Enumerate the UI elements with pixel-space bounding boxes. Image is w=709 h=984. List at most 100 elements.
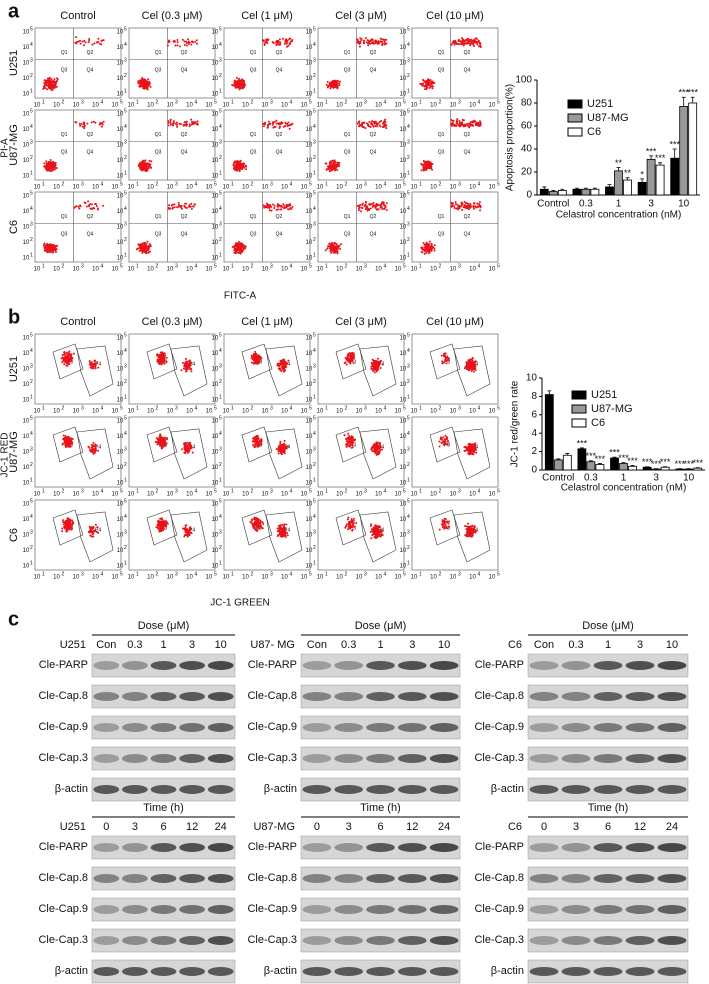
cell-dot [343, 434, 346, 437]
cell-dot [461, 118, 464, 121]
cell-dot [464, 206, 467, 209]
cell-dot [287, 359, 290, 362]
tick-exponent: 4 [407, 206, 410, 212]
cell-dot [233, 81, 236, 84]
tick-base: 10 [400, 61, 407, 67]
cell-dot [367, 39, 370, 42]
panel-label: b [8, 306, 20, 328]
cell-dot [470, 42, 473, 45]
tick-exponent: 3 [175, 263, 178, 269]
plot-frame [128, 27, 216, 99]
tick-exponent: 1 [419, 488, 422, 494]
tick-base: 10 [400, 158, 407, 164]
tick-base: 10 [489, 267, 496, 273]
tick-exponent: 2 [219, 379, 222, 385]
tick-exponent: 4 [290, 263, 293, 269]
quadrant-label: Q4 [276, 231, 283, 237]
cell-dot [285, 205, 288, 208]
cell-dot [457, 124, 460, 127]
cell-dot [169, 121, 172, 124]
cell-dot [334, 164, 337, 167]
tick-exponent: 3 [313, 363, 316, 369]
tick-exponent: 4 [195, 99, 198, 105]
cell-dot [234, 164, 237, 167]
cell-dot [181, 448, 184, 451]
cell-dot [336, 252, 339, 255]
cell-dot [277, 452, 280, 455]
cell-dot [287, 204, 290, 207]
cell-dot [351, 438, 354, 441]
cell-dot [94, 121, 97, 124]
cell-dot [185, 361, 188, 364]
cell-dot [464, 449, 467, 452]
tick-exponent: 5 [313, 108, 316, 114]
tick-exponent: 4 [290, 181, 293, 187]
cell-dot [51, 163, 54, 166]
tick-exponent: 3 [30, 57, 33, 63]
cell-dot [45, 247, 48, 250]
tick-base: 10 [223, 103, 230, 109]
cell-dot [278, 204, 281, 207]
cell-dot [143, 161, 146, 164]
tick-base: 10 [306, 419, 313, 425]
tick-base: 10 [117, 225, 124, 231]
cell-dot [479, 120, 482, 123]
cell-dot [181, 361, 184, 364]
cell-dot [190, 362, 193, 365]
cell-dot [284, 365, 287, 368]
tick-base: 10 [117, 209, 124, 215]
cell-dot [338, 161, 341, 164]
cell-dot [187, 363, 190, 366]
tick-base: 10 [336, 103, 343, 109]
cell-dot [474, 444, 477, 447]
cell-dot [52, 84, 55, 87]
plot-frame [411, 416, 499, 488]
cell-dot [283, 439, 286, 442]
tick-base: 10 [301, 267, 308, 273]
tick-base: 10 [23, 158, 30, 164]
tick-exponent: 2 [30, 545, 33, 551]
cell-dot [281, 122, 284, 125]
cell-dot [190, 40, 193, 43]
tick-exponent: 3 [407, 57, 410, 63]
cell-dot [234, 249, 237, 252]
cell-dot [279, 43, 282, 46]
cell-dot [375, 367, 378, 370]
cell-dot [446, 439, 449, 442]
cell-dot [352, 361, 355, 364]
cell-dot [349, 355, 352, 358]
cell-dot [473, 365, 476, 368]
cell-dot [176, 125, 179, 128]
tick-base: 10 [469, 185, 476, 191]
cell-dot [372, 365, 375, 368]
tick-exponent: 4 [30, 431, 33, 437]
cell-dot [160, 447, 163, 450]
cell-dot [252, 440, 255, 443]
cell-dot [141, 76, 144, 79]
cell-dot [476, 124, 479, 127]
tick-exponent: 2 [156, 181, 159, 187]
tick-exponent: 3 [364, 405, 367, 411]
tick-base: 10 [301, 103, 308, 109]
quadrant-label: Q1 [61, 132, 68, 138]
cell-dot [376, 360, 379, 363]
tick-base: 10 [489, 185, 496, 191]
tick-exponent: 2 [219, 237, 222, 243]
cell-dot [468, 126, 471, 129]
cell-dot [88, 359, 91, 362]
tick-exponent: 2 [156, 99, 159, 105]
cell-dot [42, 87, 45, 90]
tick-exponent: 5 [30, 108, 33, 114]
cell-dot [91, 43, 94, 46]
cell-dot [468, 38, 471, 41]
plot-frame [317, 333, 405, 405]
tick-exponent: 5 [403, 181, 406, 187]
tick-base: 10 [301, 492, 308, 498]
cell-dot [65, 358, 68, 361]
cell-dot [426, 161, 429, 164]
cell-dot [372, 201, 375, 204]
tick-exponent: 5 [120, 263, 123, 269]
cell-dot [443, 439, 446, 442]
cell-dot [189, 444, 192, 447]
